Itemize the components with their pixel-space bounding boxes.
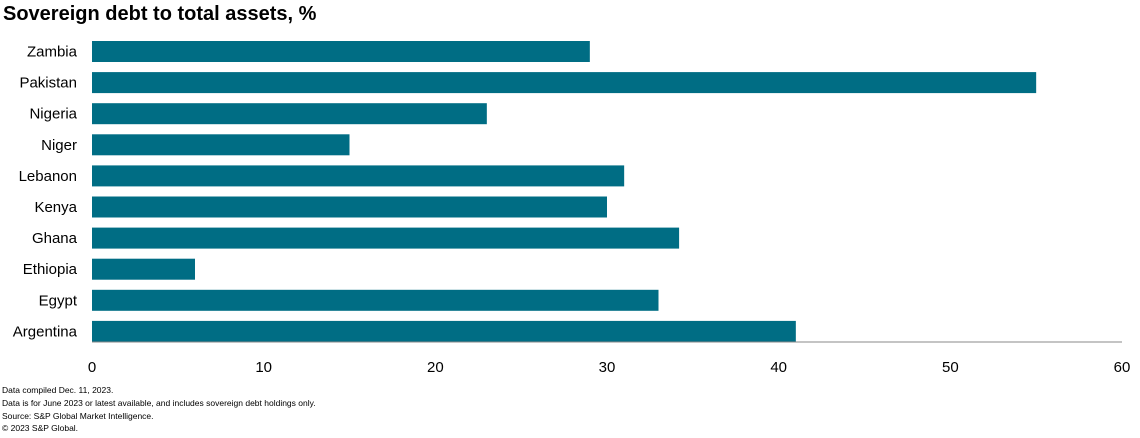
- bar-ethiopia: [92, 258, 195, 280]
- x-tick-label-50: 50: [942, 359, 959, 376]
- category-label-ethiopia: Ethiopia: [23, 261, 78, 278]
- bar-kenya: [92, 196, 607, 218]
- chart-title: Sovereign debt to total assets, %: [3, 3, 317, 25]
- category-label-argentina: Argentina: [13, 323, 78, 340]
- category-label-zambia: Zambia: [27, 44, 78, 61]
- bar-pakistan: [92, 72, 1037, 94]
- bars-group: [92, 41, 1037, 342]
- bar-chart: Zambia Pakistan Nigeria Niger Lebanon Kenya Gh…: [13, 41, 1131, 376]
- x-tick-label-60: 60: [1114, 359, 1131, 376]
- category-label-pakistan: Pakistan: [19, 75, 77, 92]
- footnote-source: Source: S&P Global Market Intelligence.: [2, 410, 154, 421]
- category-label-egypt: Egypt: [39, 292, 78, 309]
- category-label-kenya: Kenya: [34, 199, 77, 216]
- bar-ghana: [92, 227, 680, 249]
- bar-argentina: [92, 320, 796, 342]
- bar-lebanon: [92, 165, 625, 187]
- category-label-niger: Niger: [41, 137, 77, 154]
- x-tick-label-10: 10: [255, 359, 272, 376]
- bar-egypt: [92, 289, 659, 311]
- footnotes: Data compiled Dec. 11, 2023. Data is for…: [2, 384, 316, 435]
- bar-niger: [92, 134, 350, 156]
- x-tick-label-30: 30: [599, 359, 616, 376]
- category-label-nigeria: Nigeria: [29, 106, 77, 123]
- x-tick-label-40: 40: [770, 359, 787, 376]
- category-labels: Zambia Pakistan Nigeria Niger Lebanon Kenya Gh…: [13, 44, 78, 341]
- footnote-copyright: © 2023 S&P Global.: [2, 423, 79, 434]
- category-label-ghana: Ghana: [32, 230, 78, 247]
- x-tick-label-20: 20: [427, 359, 444, 376]
- x-tick-label-0: 0: [88, 359, 96, 376]
- bar-nigeria: [92, 103, 487, 125]
- footnote-compiled: Data compiled Dec. 11, 2023.: [2, 385, 114, 395]
- x-tick-labels: 0 10 20 30 40 50 60: [88, 359, 1131, 376]
- category-label-lebanon: Lebanon: [19, 168, 77, 185]
- footnote-data-scope: Data is for June 2023 or latest availabl…: [2, 397, 316, 408]
- bar-zambia: [92, 41, 590, 62]
